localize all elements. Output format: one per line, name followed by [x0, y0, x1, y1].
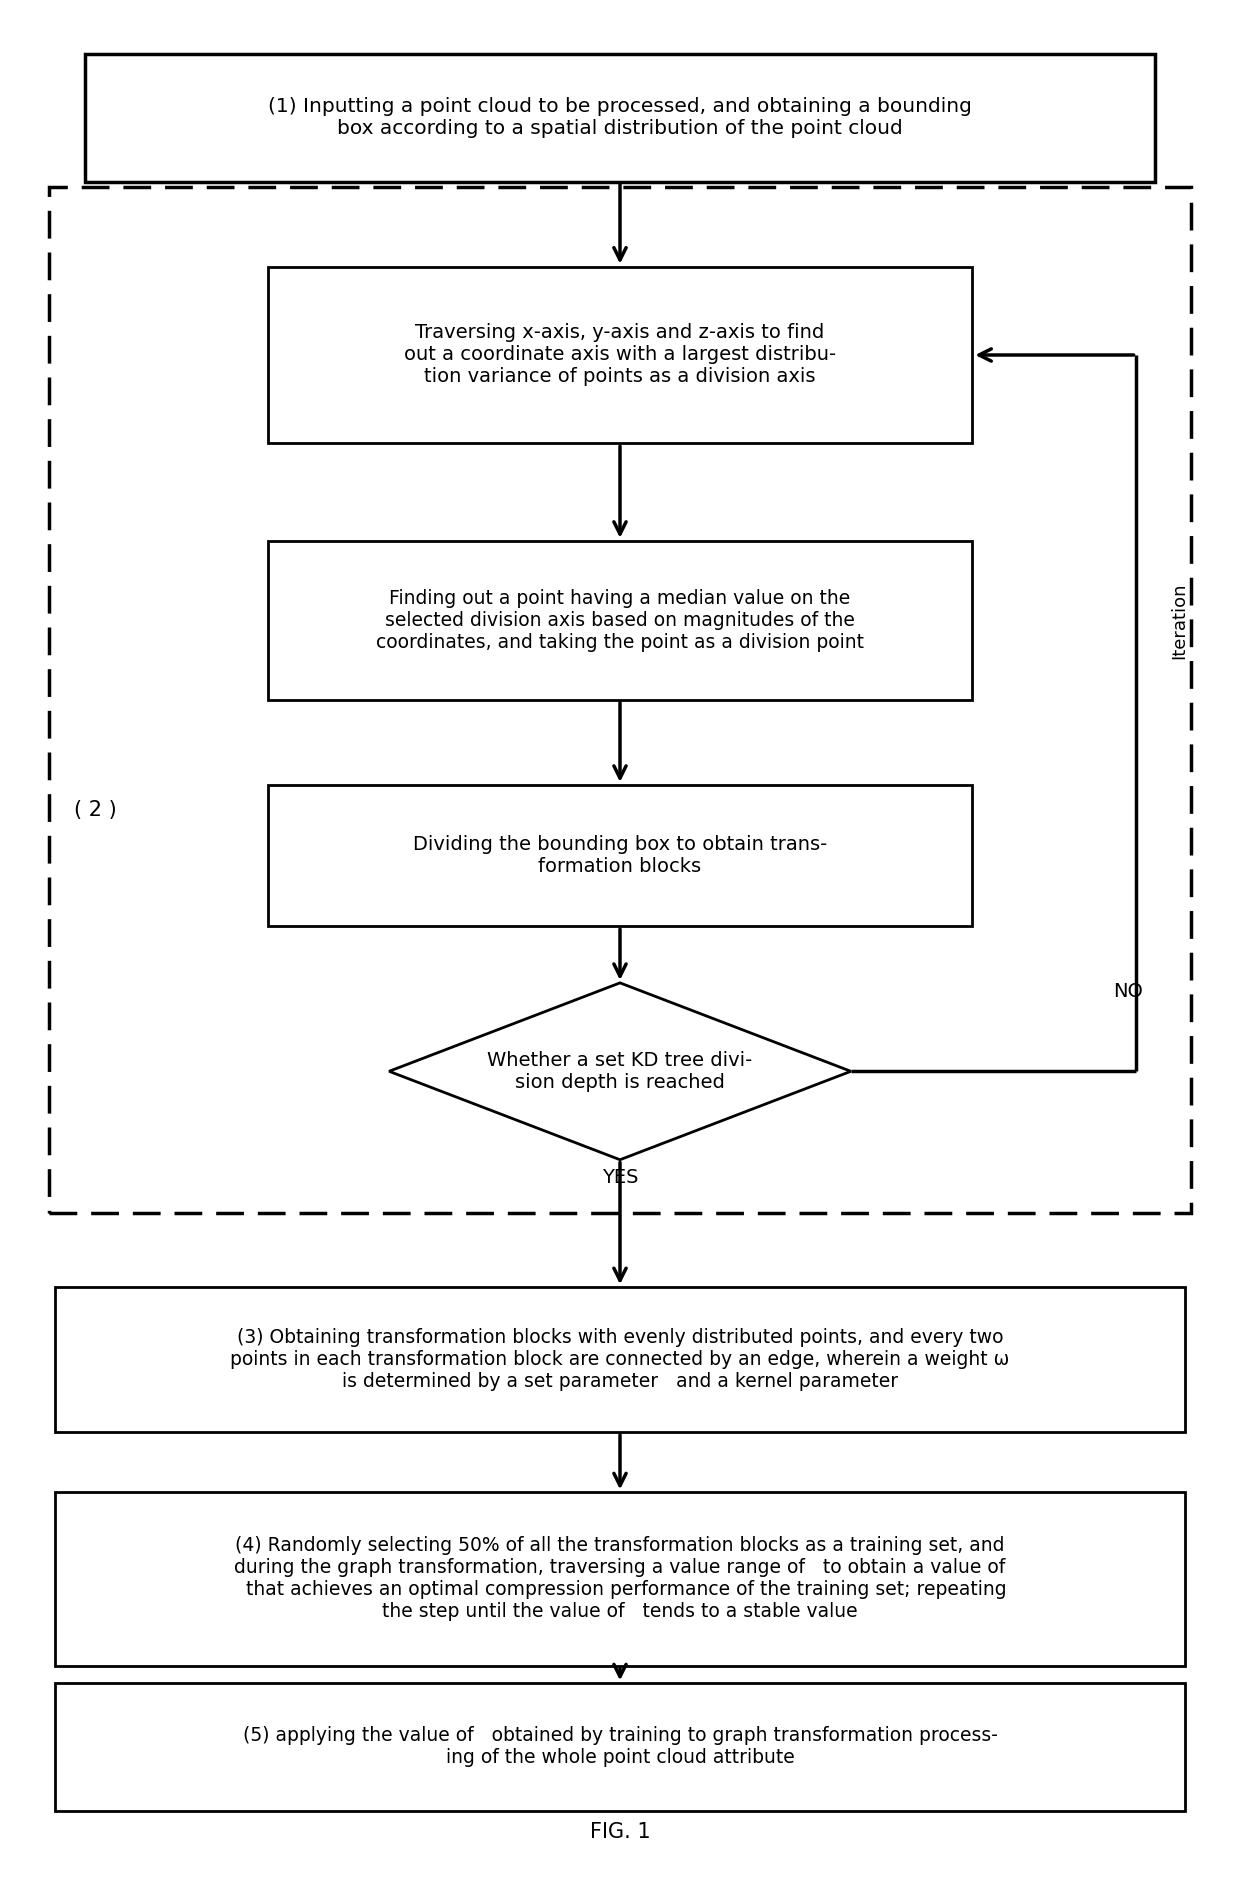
Bar: [268, 785, 972, 927]
Bar: [55, 1287, 1185, 1433]
Text: Traversing x-axis, y-axis and z-axis to find
out a coordinate axis with a larges: Traversing x-axis, y-axis and z-axis to …: [404, 324, 836, 387]
Bar: [86, 55, 1154, 182]
Text: Dividing the bounding box to obtain trans-
formation blocks: Dividing the bounding box to obtain tran…: [413, 836, 827, 875]
Bar: [55, 1491, 1185, 1666]
Text: (4) Randomly selecting 50% of all the transformation blocks as a training set, a: (4) Randomly selecting 50% of all the tr…: [233, 1537, 1007, 1622]
Text: (3) Obtaining transformation blocks with evenly distributed points, and every tw: (3) Obtaining transformation blocks with…: [231, 1328, 1009, 1391]
Bar: [268, 267, 972, 443]
Polygon shape: [389, 984, 851, 1160]
Text: YES: YES: [601, 1167, 639, 1186]
Text: Whether a set KD tree divi-
sion depth is reached: Whether a set KD tree divi- sion depth i…: [487, 1052, 753, 1092]
Text: Iteration: Iteration: [1171, 582, 1188, 659]
Text: Finding out a point having a median value on the
selected division axis based on: Finding out a point having a median valu…: [376, 589, 864, 652]
Text: NO: NO: [1114, 982, 1143, 1001]
Text: (5) applying the value of   obtained by training to graph transformation process: (5) applying the value of obtained by tr…: [243, 1726, 997, 1768]
Text: (1) Inputting a point cloud to be processed, and obtaining a bounding
box accord: (1) Inputting a point cloud to be proces…: [268, 97, 972, 138]
Text: ( 2 ): ( 2 ): [73, 800, 117, 819]
Text: FIG. 1: FIG. 1: [590, 1821, 650, 1842]
Bar: [55, 1683, 1185, 1810]
Bar: [268, 540, 972, 699]
Bar: [48, 188, 1192, 1213]
